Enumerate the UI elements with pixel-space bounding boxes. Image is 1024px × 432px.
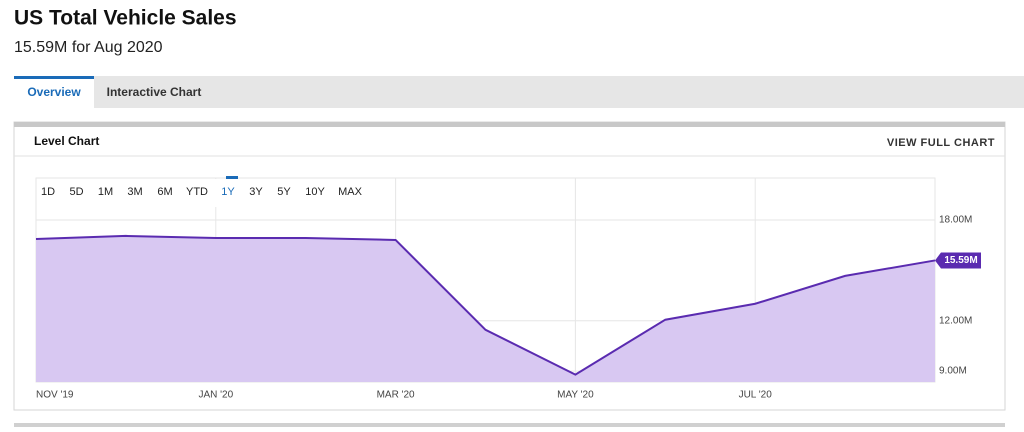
range-button[interactable]: 10Y xyxy=(305,186,325,198)
range-active-indicator xyxy=(226,176,238,179)
range-button[interactable]: MAX xyxy=(338,186,363,198)
x-tick-label: JUL '20 xyxy=(739,390,773,401)
range-button[interactable]: 5D xyxy=(69,186,83,198)
x-tick-label: NOV '19 xyxy=(36,390,74,401)
area-fill xyxy=(36,235,935,382)
tab[interactable]: Overview xyxy=(27,85,81,99)
line xyxy=(35,234,936,376)
x-tick-label: MAY '20 xyxy=(557,390,594,401)
range-button[interactable]: 6M xyxy=(157,186,172,198)
tab[interactable]: Interactive Chart xyxy=(107,85,202,99)
range-bar-bg xyxy=(37,179,394,207)
range-button[interactable]: 1M xyxy=(98,186,113,198)
bottom-bar xyxy=(14,423,1005,427)
card-top-border xyxy=(14,122,1005,127)
page-subtitle: 15.59M for Aug 2020 xyxy=(14,39,163,56)
value-label: 15.59M xyxy=(944,255,977,266)
range-button[interactable]: 1Y xyxy=(221,186,235,198)
view-full-chart[interactable]: VIEW FULL CHART xyxy=(887,137,995,149)
value-badge xyxy=(935,252,981,269)
tab-bar xyxy=(14,76,1024,108)
tab-active-bg xyxy=(14,76,94,108)
y-tick-label: 12.00M xyxy=(939,315,972,326)
range-button[interactable]: 5Y xyxy=(277,186,291,198)
tab-active-indicator xyxy=(14,76,94,79)
card-title: Level Chart xyxy=(34,134,99,148)
x-tick-label: MAR '20 xyxy=(377,390,415,401)
range-button[interactable]: 3M xyxy=(127,186,142,198)
range-button[interactable]: 3Y xyxy=(249,186,263,198)
y-tick-label: 9.00M xyxy=(939,366,967,377)
range-button[interactable]: 1D xyxy=(41,186,55,198)
range-button[interactable]: YTD xyxy=(186,186,208,198)
x-tick-label: JAN '20 xyxy=(198,390,233,401)
page-title: US Total Vehicle Sales xyxy=(14,7,237,30)
y-tick-label: 18.00M xyxy=(939,215,972,226)
